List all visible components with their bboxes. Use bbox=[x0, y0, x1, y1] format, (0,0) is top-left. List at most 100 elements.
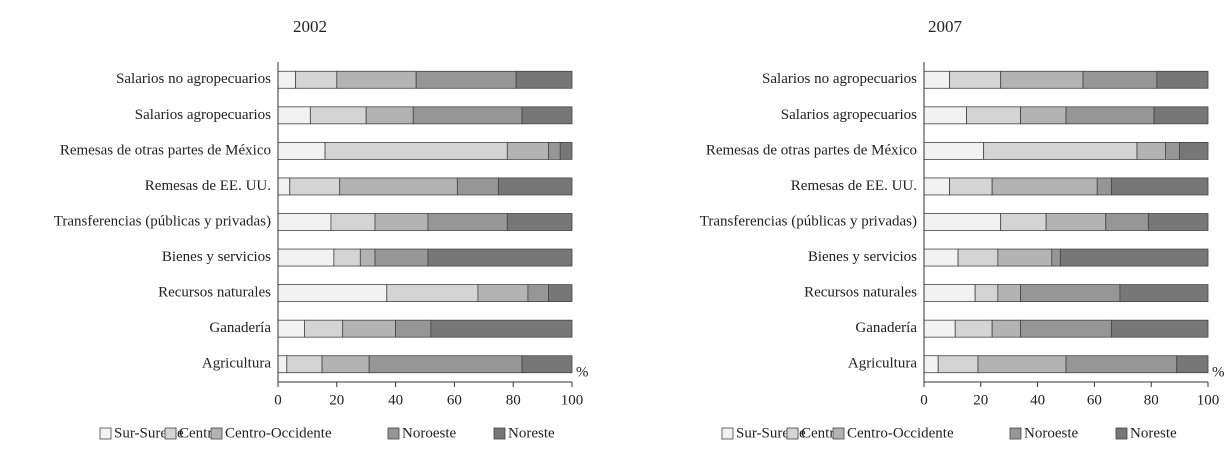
bar-segment bbox=[923, 70, 950, 89]
bar-segment bbox=[277, 106, 311, 125]
bar-segment bbox=[923, 141, 985, 160]
bar-segment bbox=[974, 284, 999, 303]
bar-segment bbox=[1045, 213, 1107, 231]
bar-segment bbox=[983, 141, 1138, 160]
bar-segment bbox=[412, 106, 523, 125]
bar-segment bbox=[991, 177, 1098, 196]
legend-swatch bbox=[721, 427, 734, 440]
x-tick-label: 80 bbox=[506, 392, 521, 408]
bar-segment bbox=[923, 213, 1002, 231]
bar-segment bbox=[456, 177, 499, 196]
bar-segment bbox=[923, 106, 967, 125]
category-label: Salarios agropecuarios bbox=[135, 107, 271, 123]
legend-swatch bbox=[493, 427, 506, 440]
legend-swatch bbox=[164, 427, 177, 440]
bar-segment bbox=[342, 319, 396, 338]
legend-label: Noreste bbox=[1130, 425, 1177, 441]
x-tick-label: 100 bbox=[1197, 392, 1220, 408]
x-tick-label: 60 bbox=[447, 392, 462, 408]
bar-segment bbox=[277, 284, 388, 303]
bar-segment bbox=[937, 355, 979, 374]
bar-segment bbox=[923, 284, 976, 303]
bar-segment bbox=[957, 248, 999, 267]
bar-segment bbox=[277, 177, 291, 196]
x-tick-label: 20 bbox=[329, 392, 344, 408]
x-axis-label: % bbox=[576, 364, 589, 380]
bar-segment bbox=[1082, 70, 1158, 89]
bar-segment bbox=[1059, 248, 1209, 267]
bar-segment bbox=[923, 177, 950, 196]
bar-segment bbox=[386, 284, 479, 303]
bar-segment bbox=[548, 284, 573, 303]
bar-segment bbox=[923, 248, 959, 267]
category-label: Ganadería bbox=[209, 320, 271, 336]
bar-segment bbox=[1096, 177, 1112, 196]
x-axis-label: % bbox=[1212, 364, 1225, 380]
bar-segment bbox=[1119, 284, 1209, 303]
category-label: Agricultura bbox=[848, 356, 917, 372]
bar-segment bbox=[977, 355, 1067, 374]
category-label: Salarios no agropecuarios bbox=[762, 71, 917, 87]
bar-segment bbox=[277, 70, 297, 89]
bar-segment bbox=[1111, 319, 1209, 338]
bar-segment bbox=[289, 177, 341, 196]
x-tick-label: 0 bbox=[920, 392, 928, 408]
bar-segment bbox=[527, 284, 549, 303]
bar-segment bbox=[295, 70, 338, 89]
bar-segment bbox=[395, 319, 432, 338]
bar-segment bbox=[427, 248, 573, 267]
bar-segment bbox=[374, 248, 429, 267]
bar-segment bbox=[515, 70, 573, 89]
category-label: Transferencias (públicas y privadas) bbox=[54, 213, 271, 229]
bar-segment bbox=[359, 248, 376, 267]
legend-label: Noroeste bbox=[1024, 425, 1078, 441]
bar-segment bbox=[324, 141, 508, 160]
bar-segment bbox=[365, 106, 414, 125]
bar-segment bbox=[923, 355, 939, 374]
bar-segment bbox=[430, 319, 573, 338]
bar-segment bbox=[339, 177, 458, 196]
bar-segment bbox=[333, 248, 361, 267]
bar-segment bbox=[1020, 284, 1121, 303]
bar-segment bbox=[1165, 141, 1181, 160]
bar-segment bbox=[1020, 106, 1067, 125]
bar-segment bbox=[949, 177, 993, 196]
legend-label: Centro bbox=[801, 425, 842, 441]
bar-segment bbox=[1000, 213, 1047, 231]
x-tick-label: 60 bbox=[1087, 392, 1102, 408]
legend-label: Noreste bbox=[508, 425, 555, 441]
x-tick-label: 40 bbox=[388, 392, 403, 408]
bar-segment bbox=[1000, 70, 1084, 89]
x-tick-label: 100 bbox=[561, 392, 584, 408]
legend-swatch bbox=[786, 427, 799, 440]
bar-segment bbox=[997, 284, 1021, 303]
bar-segment bbox=[277, 355, 288, 374]
bar-segment bbox=[991, 319, 1021, 338]
category-label: Bienes y servicios bbox=[808, 249, 917, 265]
bar-segment bbox=[304, 319, 344, 338]
category-label: Remesas de EE. UU. bbox=[791, 178, 917, 194]
category-label: Recursos naturales bbox=[158, 285, 271, 301]
category-label: Remesas de EE. UU. bbox=[145, 178, 271, 194]
legend-swatch bbox=[387, 427, 400, 440]
bar-segment bbox=[498, 177, 573, 196]
bar-segment bbox=[1147, 213, 1209, 231]
chart-title: 2002 bbox=[293, 17, 327, 36]
bar-segment bbox=[954, 319, 993, 338]
bar-segment bbox=[1020, 319, 1112, 338]
bar-segment bbox=[559, 141, 573, 160]
legend-label: Centro bbox=[179, 425, 220, 441]
category-label: Agricultura bbox=[202, 356, 271, 372]
x-tick-label: 80 bbox=[1144, 392, 1159, 408]
legend-swatch bbox=[99, 427, 112, 440]
bar-segment bbox=[277, 248, 335, 267]
category-label: Recursos naturales bbox=[804, 285, 917, 301]
bar-segment bbox=[330, 213, 376, 231]
bar-segment bbox=[1065, 355, 1178, 374]
x-tick-label: 0 bbox=[274, 392, 282, 408]
legend-label: Centro-Occidente bbox=[847, 425, 954, 441]
bar-segment bbox=[997, 248, 1053, 267]
bar-segment bbox=[415, 70, 517, 89]
bar-segment bbox=[1051, 248, 1061, 267]
bar-segment bbox=[427, 213, 508, 231]
